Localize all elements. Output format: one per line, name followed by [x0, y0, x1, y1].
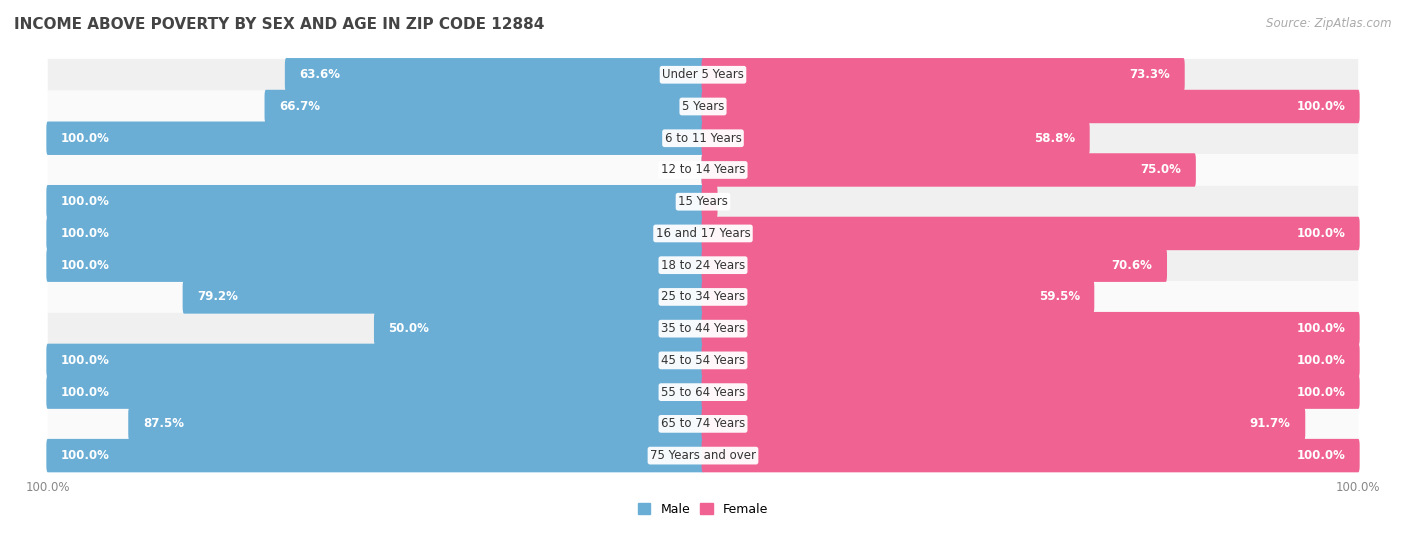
FancyBboxPatch shape [702, 121, 1090, 155]
Text: 100.0%: 100.0% [60, 227, 110, 240]
Text: 100.0%: 100.0% [1296, 227, 1346, 240]
FancyBboxPatch shape [46, 344, 704, 377]
Text: 100.0%: 100.0% [60, 259, 110, 272]
FancyBboxPatch shape [46, 185, 704, 219]
FancyBboxPatch shape [46, 439, 704, 472]
Text: 100.0%: 100.0% [60, 195, 110, 208]
Text: 63.6%: 63.6% [299, 68, 340, 81]
Text: 58.8%: 58.8% [1033, 132, 1076, 145]
FancyBboxPatch shape [48, 122, 1358, 154]
FancyBboxPatch shape [48, 59, 1358, 91]
FancyBboxPatch shape [702, 153, 1197, 187]
FancyBboxPatch shape [48, 186, 1358, 217]
Text: 45 to 54 Years: 45 to 54 Years [661, 354, 745, 367]
FancyBboxPatch shape [264, 90, 704, 123]
FancyBboxPatch shape [48, 91, 1358, 122]
Text: 15 Years: 15 Years [678, 195, 728, 208]
Text: 55 to 64 Years: 55 to 64 Years [661, 386, 745, 399]
Text: 100.0%: 100.0% [60, 354, 110, 367]
Text: 100.0%: 100.0% [1296, 322, 1346, 335]
Text: 100.0%: 100.0% [1296, 100, 1346, 113]
FancyBboxPatch shape [46, 121, 704, 155]
Text: 100.0%: 100.0% [1296, 354, 1346, 367]
Legend: Male, Female: Male, Female [633, 498, 773, 520]
FancyBboxPatch shape [702, 217, 1360, 250]
Text: 5 Years: 5 Years [682, 100, 724, 113]
Text: 6 to 11 Years: 6 to 11 Years [665, 132, 741, 145]
FancyBboxPatch shape [702, 439, 1360, 472]
Text: 35 to 44 Years: 35 to 44 Years [661, 322, 745, 335]
Text: 87.5%: 87.5% [143, 418, 184, 430]
Text: 73.3%: 73.3% [1129, 68, 1170, 81]
FancyBboxPatch shape [374, 312, 704, 345]
Text: Under 5 Years: Under 5 Years [662, 68, 744, 81]
Text: 100.0%: 100.0% [1296, 449, 1346, 462]
FancyBboxPatch shape [128, 407, 704, 440]
FancyBboxPatch shape [702, 185, 717, 219]
Text: INCOME ABOVE POVERTY BY SEX AND AGE IN ZIP CODE 12884: INCOME ABOVE POVERTY BY SEX AND AGE IN Z… [14, 17, 544, 32]
Text: 79.2%: 79.2% [197, 291, 238, 304]
Text: 100.0%: 100.0% [60, 132, 110, 145]
FancyBboxPatch shape [48, 344, 1358, 376]
Text: 100.0%: 100.0% [1296, 386, 1346, 399]
FancyBboxPatch shape [48, 249, 1358, 281]
FancyBboxPatch shape [48, 440, 1358, 471]
FancyBboxPatch shape [48, 217, 1358, 249]
FancyBboxPatch shape [702, 248, 1167, 282]
FancyBboxPatch shape [702, 280, 1094, 314]
FancyBboxPatch shape [46, 248, 704, 282]
FancyBboxPatch shape [702, 153, 717, 187]
FancyBboxPatch shape [702, 407, 1305, 440]
Text: 25 to 34 Years: 25 to 34 Years [661, 291, 745, 304]
FancyBboxPatch shape [48, 154, 1358, 186]
FancyBboxPatch shape [702, 376, 1360, 409]
Text: 91.7%: 91.7% [1250, 418, 1291, 430]
Text: 70.6%: 70.6% [1112, 259, 1153, 272]
Text: Source: ZipAtlas.com: Source: ZipAtlas.com [1267, 17, 1392, 30]
FancyBboxPatch shape [702, 58, 1185, 92]
Text: 16 and 17 Years: 16 and 17 Years [655, 227, 751, 240]
Text: 75.0%: 75.0% [1140, 163, 1181, 177]
FancyBboxPatch shape [48, 281, 1358, 313]
FancyBboxPatch shape [285, 58, 704, 92]
Text: 50.0%: 50.0% [388, 322, 429, 335]
FancyBboxPatch shape [48, 376, 1358, 408]
FancyBboxPatch shape [46, 217, 704, 250]
Text: 100.0%: 100.0% [60, 386, 110, 399]
FancyBboxPatch shape [183, 280, 704, 314]
Text: 66.7%: 66.7% [278, 100, 321, 113]
FancyBboxPatch shape [702, 90, 1360, 123]
Text: 18 to 24 Years: 18 to 24 Years [661, 259, 745, 272]
Text: 59.5%: 59.5% [1039, 291, 1080, 304]
Text: 100.0%: 100.0% [60, 449, 110, 462]
FancyBboxPatch shape [48, 408, 1358, 440]
FancyBboxPatch shape [702, 344, 1360, 377]
FancyBboxPatch shape [48, 313, 1358, 344]
Text: 65 to 74 Years: 65 to 74 Years [661, 418, 745, 430]
Text: 75 Years and over: 75 Years and over [650, 449, 756, 462]
Text: 12 to 14 Years: 12 to 14 Years [661, 163, 745, 177]
FancyBboxPatch shape [46, 376, 704, 409]
FancyBboxPatch shape [702, 312, 1360, 345]
